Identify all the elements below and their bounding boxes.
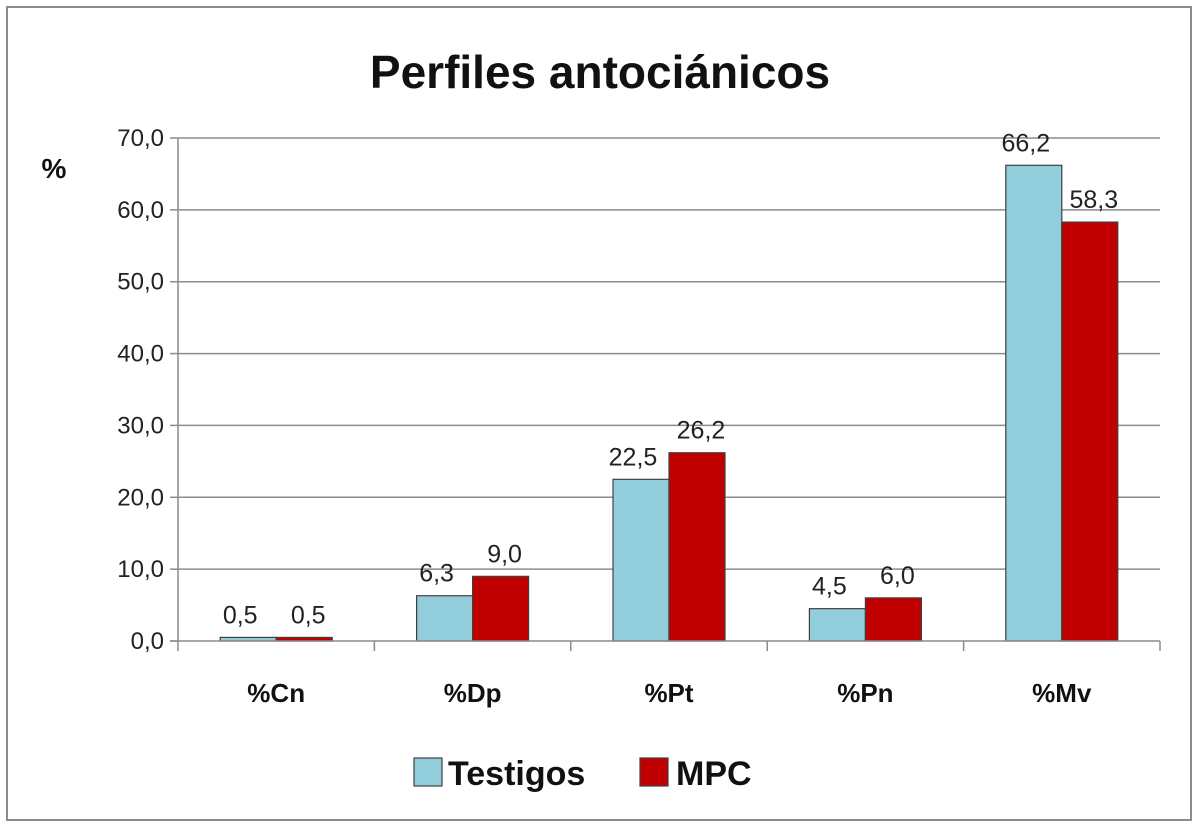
data-label: 58,3 [1069, 186, 1118, 214]
data-label: 26,2 [677, 417, 726, 445]
data-label: 6,3 [419, 560, 454, 588]
bar-mpc-2 [668, 452, 726, 642]
chart-frame [6, 6, 1192, 821]
y-tick-label: 70,0 [117, 125, 164, 152]
legend-label: MPC [676, 755, 752, 793]
data-label: 0,5 [223, 601, 258, 629]
bar-testigos-3 [808, 608, 867, 642]
y-tick-label: 50,0 [117, 269, 164, 296]
legend-swatch-testigos [413, 757, 443, 787]
bar-testigos-4 [1005, 164, 1063, 642]
legend-swatch-mpc [639, 757, 669, 787]
x-tick-label: %Pt [644, 678, 693, 708]
y-axis-ticks: 0,0 10,0 20,0 30,0 40,0 50,0 60,0 70,0 [117, 125, 178, 655]
y-tick-label: 20,0 [117, 484, 164, 511]
data-label: 66,2 [1001, 129, 1050, 157]
x-tick-label: %Cn [247, 678, 305, 708]
y-tick-label: 10,0 [117, 556, 164, 583]
data-label: 4,5 [812, 573, 847, 601]
chart-title: Perfiles antociánicos [370, 46, 830, 98]
y-tick-label: 0,0 [131, 628, 164, 655]
bar-mpc-3 [864, 597, 923, 642]
x-tick-label: %Mv [1032, 678, 1092, 708]
axes [170, 138, 1161, 651]
data-label: 9,0 [487, 540, 522, 568]
data-label: 0,5 [291, 601, 326, 629]
gridlines [178, 137, 1160, 570]
x-tick-label: %Dp [444, 678, 502, 708]
bar-testigos-2 [612, 478, 670, 642]
category-labels: %Cn %Dp %Pt %Pn %Mv [247, 678, 1092, 708]
y-axis-label: % [42, 153, 67, 184]
y-tick-label: 60,0 [117, 197, 164, 224]
data-label: 22,5 [609, 443, 658, 471]
bars [219, 164, 1119, 642]
legend: Testigos MPC [413, 755, 752, 793]
legend-label: Testigos [448, 755, 585, 793]
bar-mpc-1 [472, 575, 530, 642]
y-tick-label: 40,0 [117, 341, 164, 368]
x-tick-label: %Pn [837, 678, 893, 708]
bar-testigos-1 [416, 595, 474, 642]
bar-mpc-4 [1061, 221, 1119, 642]
data-labels: 0,5 0,5 6,3 9,0 22,5 26,2 4,5 6,0 66,2 58,3 [223, 129, 1118, 629]
data-label: 6,0 [880, 562, 915, 590]
y-tick-label: 30,0 [117, 412, 164, 439]
